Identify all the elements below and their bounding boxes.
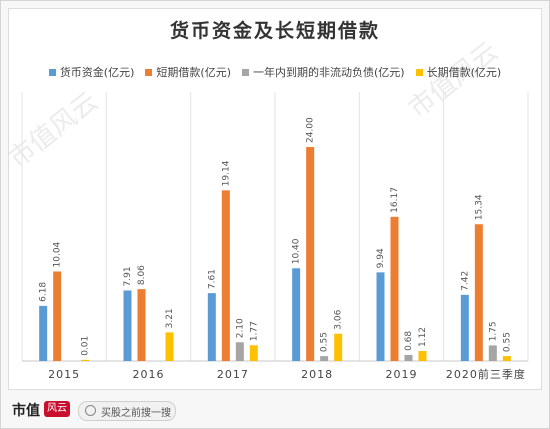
search-icon: [85, 405, 96, 416]
x-tick-label-1: 2016: [133, 368, 165, 381]
bar-3-3: [334, 333, 343, 361]
data-label-3-4: 1.12: [418, 327, 428, 347]
bar-1-1: [137, 289, 146, 361]
data-label-1-3: 24.00: [306, 117, 316, 143]
x-tick-label-5: 2020前三季度: [446, 367, 526, 381]
data-label-1-2: 19.14: [221, 160, 231, 186]
data-label-2-3: 0.55: [320, 332, 330, 352]
data-label-0-2: 7.61: [207, 269, 217, 289]
search-prompt: 买股之前搜一搜: [101, 408, 171, 419]
bar-0-3: [292, 268, 301, 361]
data-label-1-1: 8.06: [137, 265, 147, 285]
bar-0-5: [460, 294, 469, 361]
data-label-3-1: 3.21: [165, 308, 175, 328]
data-label-1-4: 16.17: [390, 187, 400, 213]
bar-3-1: [165, 332, 174, 361]
legend-label-1: 短期借款(亿元): [156, 66, 231, 79]
bar-1-2: [221, 190, 230, 361]
legend-label-2: 一年内到期的非流动负债(亿元): [253, 66, 405, 79]
bar-1-3: [306, 147, 315, 361]
bar-0-0: [39, 305, 48, 361]
bar-1-5: [474, 224, 483, 361]
data-label-0-1: 7.91: [123, 266, 133, 286]
chart-title: 货币资金及长短期借款: [169, 20, 380, 42]
bar-2-3: [320, 356, 329, 361]
footer-bar: 市值 风云 买股之前搜一搜: [0, 392, 550, 427]
bar-3-0: [81, 359, 90, 361]
chart-plot: 6.18 10.04 0.01 2015 7.91 8.06 3.21 2016 7.61 19.…: [21, 92, 529, 381]
legend-item-3: 长期借款(亿元): [415, 64, 502, 80]
bar-0-1: [123, 290, 132, 361]
legend-swatch-3: [415, 68, 423, 76]
legend-swatch-1: [145, 68, 153, 76]
data-label-1-0: 10.04: [53, 241, 63, 267]
legend-label-0: 货币资金(亿元): [59, 66, 135, 79]
legend-item-2: 一年内到期的非流动负债(亿元): [242, 64, 405, 80]
legend-item-0: 货币资金(亿元): [48, 64, 135, 80]
x-tick-label-4: 2019: [386, 368, 418, 381]
x-tick-label-0: 2015: [48, 368, 80, 381]
data-label-2-2: 2.10: [235, 318, 245, 338]
data-label-3-5: 0.55: [502, 332, 512, 352]
chart-legend: 货币资金(亿元) 短期借款(亿元) 一年内到期的非流动负债(亿元) 长期借款(亿元): [0, 64, 550, 80]
data-label-3-0: 0.01: [81, 336, 91, 356]
data-label-2-4: 0.68: [404, 331, 414, 351]
x-tick-label-3: 2018: [301, 368, 333, 381]
bar-0-2: [207, 293, 216, 361]
bar-1-4: [390, 216, 399, 361]
bar-3-2: [249, 345, 258, 361]
legend-label-3: 长期借款(亿元): [426, 66, 502, 79]
legend-item-1: 短期借款(亿元): [145, 64, 231, 80]
search-bubble[interactable]: 买股之前搜一搜: [78, 401, 176, 421]
bar-3-4: [418, 351, 427, 361]
bar-2-5: [488, 345, 497, 361]
bar-2-2: [235, 342, 244, 361]
data-label-0-5: 7.42: [460, 271, 470, 291]
legend-swatch-0: [48, 68, 56, 76]
data-label-3-2: 1.77: [249, 321, 259, 341]
bar-0-4: [376, 272, 385, 361]
brand-logo-badge: 风云: [44, 401, 70, 417]
data-label-3-3: 3.06: [334, 309, 344, 329]
data-label-1-5: 15.34: [474, 194, 484, 220]
data-label-0-0: 6.18: [39, 282, 49, 302]
data-label-0-4: 9.94: [376, 248, 386, 268]
bar-1-0: [53, 271, 62, 361]
x-tick-label-2: 2017: [217, 368, 249, 381]
bar-2-4: [404, 354, 413, 361]
data-label-2-5: 1.75: [488, 321, 498, 341]
bar-3-5: [502, 356, 511, 361]
data-label-0-3: 10.40: [292, 238, 302, 264]
legend-swatch-2: [242, 68, 249, 76]
brand-logo-text: 市值: [12, 403, 40, 419]
